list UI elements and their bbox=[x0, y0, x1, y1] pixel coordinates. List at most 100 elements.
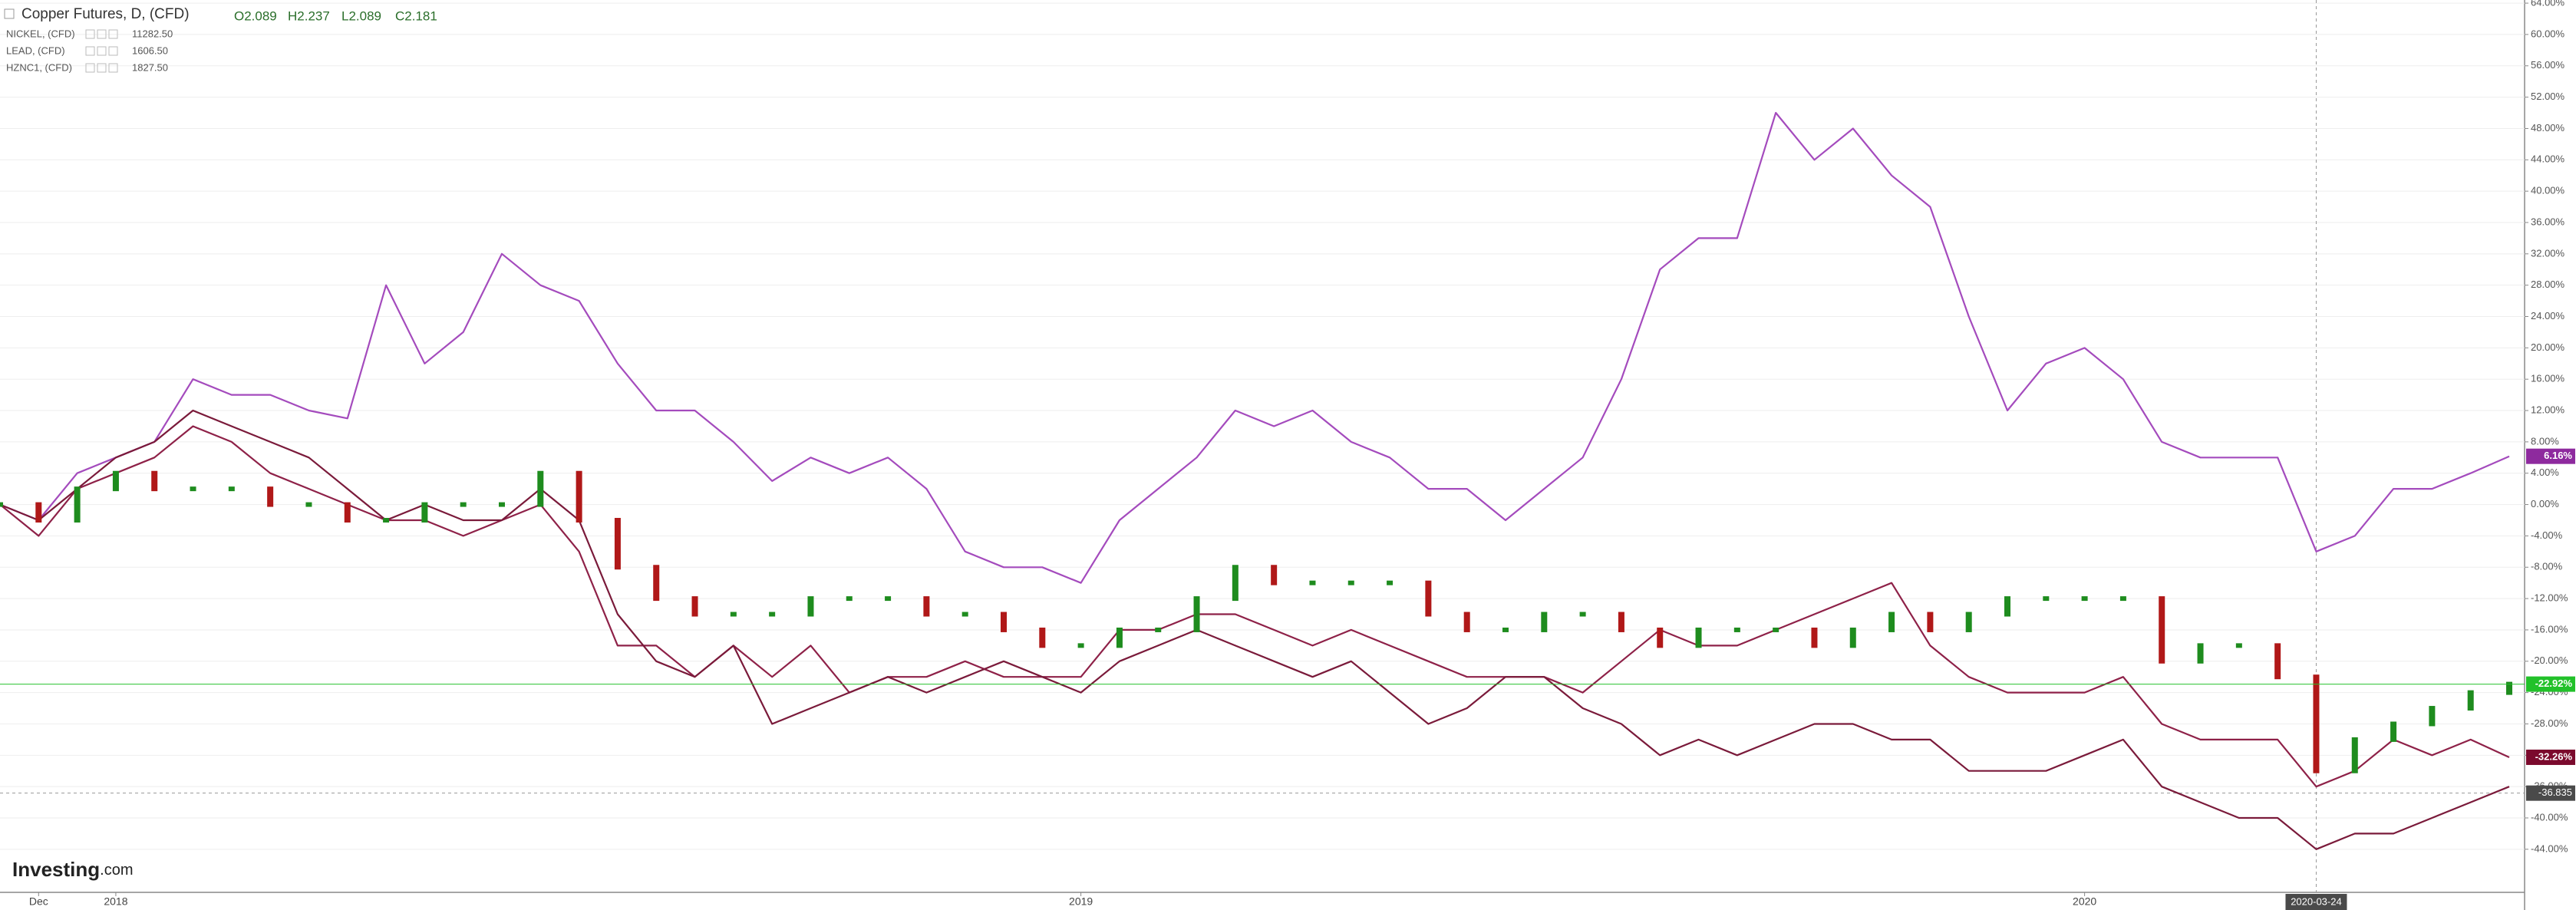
y-tick-label: -4.00% bbox=[2531, 529, 2563, 541]
candle bbox=[2197, 643, 2204, 664]
x-tick-label: 2020 bbox=[2073, 895, 2096, 908]
candle bbox=[961, 612, 968, 617]
candle bbox=[2159, 596, 2165, 664]
price-label: -32.26% bbox=[2535, 750, 2573, 762]
ohlc-value: L2.089 bbox=[341, 8, 381, 23]
legend-icon[interactable] bbox=[97, 63, 107, 73]
legend-icon[interactable] bbox=[85, 46, 95, 56]
candle bbox=[576, 470, 582, 523]
legend-icon[interactable] bbox=[108, 46, 118, 56]
legend-title: Copper Futures, D, (CFD) bbox=[21, 6, 190, 22]
candle bbox=[2235, 643, 2242, 648]
candle bbox=[2506, 681, 2512, 695]
candle bbox=[421, 502, 428, 523]
legend-icon[interactable] bbox=[85, 63, 95, 73]
candle bbox=[2081, 596, 2088, 602]
y-tick-label: 52.00% bbox=[2531, 91, 2565, 102]
crosshair-y-label: -36.835 bbox=[2538, 786, 2572, 798]
candle bbox=[2119, 596, 2126, 602]
candle bbox=[1077, 643, 1084, 648]
candle bbox=[653, 565, 660, 602]
crosshair-x-label-bg bbox=[2285, 894, 2347, 910]
candle bbox=[1811, 627, 1818, 648]
candle bbox=[1387, 580, 1394, 585]
logo: Investing.com bbox=[12, 858, 133, 881]
legend-quote: 1606.50 bbox=[132, 45, 168, 56]
candle bbox=[769, 612, 776, 617]
candle bbox=[2429, 706, 2436, 727]
candle bbox=[2351, 737, 2358, 773]
candle bbox=[1579, 612, 1586, 617]
candle bbox=[190, 486, 196, 492]
candle bbox=[0, 502, 3, 507]
y-tick-label: -40.00% bbox=[2531, 811, 2568, 823]
legend-icon[interactable] bbox=[97, 29, 107, 39]
y-tick-label: 28.00% bbox=[2531, 279, 2565, 290]
ohlc-value: C2.181 bbox=[395, 8, 437, 23]
candle bbox=[1927, 612, 1934, 632]
y-tick-label: 0.00% bbox=[2531, 498, 2559, 509]
candle bbox=[74, 486, 81, 523]
candle bbox=[35, 502, 42, 523]
x-tick-label: Dec bbox=[29, 895, 48, 908]
ohlc-value: H2.237 bbox=[288, 8, 330, 23]
ohlc-value: O2.089 bbox=[234, 8, 277, 23]
y-tick-label: 8.00% bbox=[2531, 435, 2559, 447]
logo-main: Investing bbox=[12, 858, 100, 881]
price-label: 6.16% bbox=[2544, 450, 2572, 461]
y-tick-label: 44.00% bbox=[2531, 153, 2565, 165]
legend-icon[interactable] bbox=[85, 29, 95, 39]
candle bbox=[1155, 627, 1162, 632]
y-tick-label: 60.00% bbox=[2531, 28, 2565, 39]
candle bbox=[1347, 580, 1354, 585]
candle bbox=[344, 502, 351, 523]
candle bbox=[1232, 565, 1239, 602]
candle bbox=[499, 502, 505, 507]
y-tick-label: 12.00% bbox=[2531, 404, 2565, 415]
candle bbox=[2390, 721, 2397, 742]
legend-icon[interactable] bbox=[97, 46, 107, 56]
legend-icon[interactable] bbox=[108, 63, 118, 73]
y-tick-label: -12.00% bbox=[2531, 592, 2568, 604]
legend-icon[interactable] bbox=[108, 29, 118, 39]
candle bbox=[228, 486, 235, 492]
candle bbox=[151, 470, 158, 492]
series-line bbox=[0, 409, 2510, 850]
price-label-bg bbox=[2526, 676, 2575, 692]
legend-quote: 1827.50 bbox=[132, 61, 168, 73]
candle bbox=[1001, 612, 1007, 632]
crosshair-x-label: 2020-03-24 bbox=[2291, 895, 2342, 907]
candle bbox=[1502, 627, 1509, 632]
collapse-icon[interactable] bbox=[4, 8, 15, 19]
candle bbox=[267, 486, 274, 507]
candle bbox=[1657, 627, 1664, 648]
candle bbox=[923, 596, 930, 617]
x-tick-label: 2019 bbox=[1069, 895, 1093, 908]
candle bbox=[807, 596, 814, 617]
candle bbox=[1309, 580, 1316, 585]
candle bbox=[383, 517, 390, 523]
y-tick-label: 16.00% bbox=[2531, 373, 2565, 384]
candle bbox=[1271, 565, 1278, 585]
candle bbox=[2313, 674, 2320, 773]
candle bbox=[1888, 612, 1895, 632]
candle bbox=[2467, 690, 2474, 711]
candle bbox=[460, 502, 467, 507]
y-tick-label: -28.00% bbox=[2531, 717, 2568, 729]
y-tick-label: 48.00% bbox=[2531, 122, 2565, 134]
y-tick-label: 40.00% bbox=[2531, 185, 2565, 196]
price-label: -22.92% bbox=[2535, 678, 2573, 689]
y-tick-label: 36.00% bbox=[2531, 216, 2565, 227]
candle bbox=[1773, 627, 1779, 632]
crosshair-y-label-bg bbox=[2526, 785, 2575, 801]
candle bbox=[305, 502, 312, 507]
candle bbox=[1733, 627, 1740, 632]
series-line bbox=[0, 111, 2510, 584]
candle bbox=[846, 596, 853, 602]
candle bbox=[1039, 627, 1046, 648]
y-tick-label: 20.00% bbox=[2531, 341, 2565, 353]
candle bbox=[885, 596, 892, 602]
y-tick-label: -44.00% bbox=[2531, 842, 2568, 854]
